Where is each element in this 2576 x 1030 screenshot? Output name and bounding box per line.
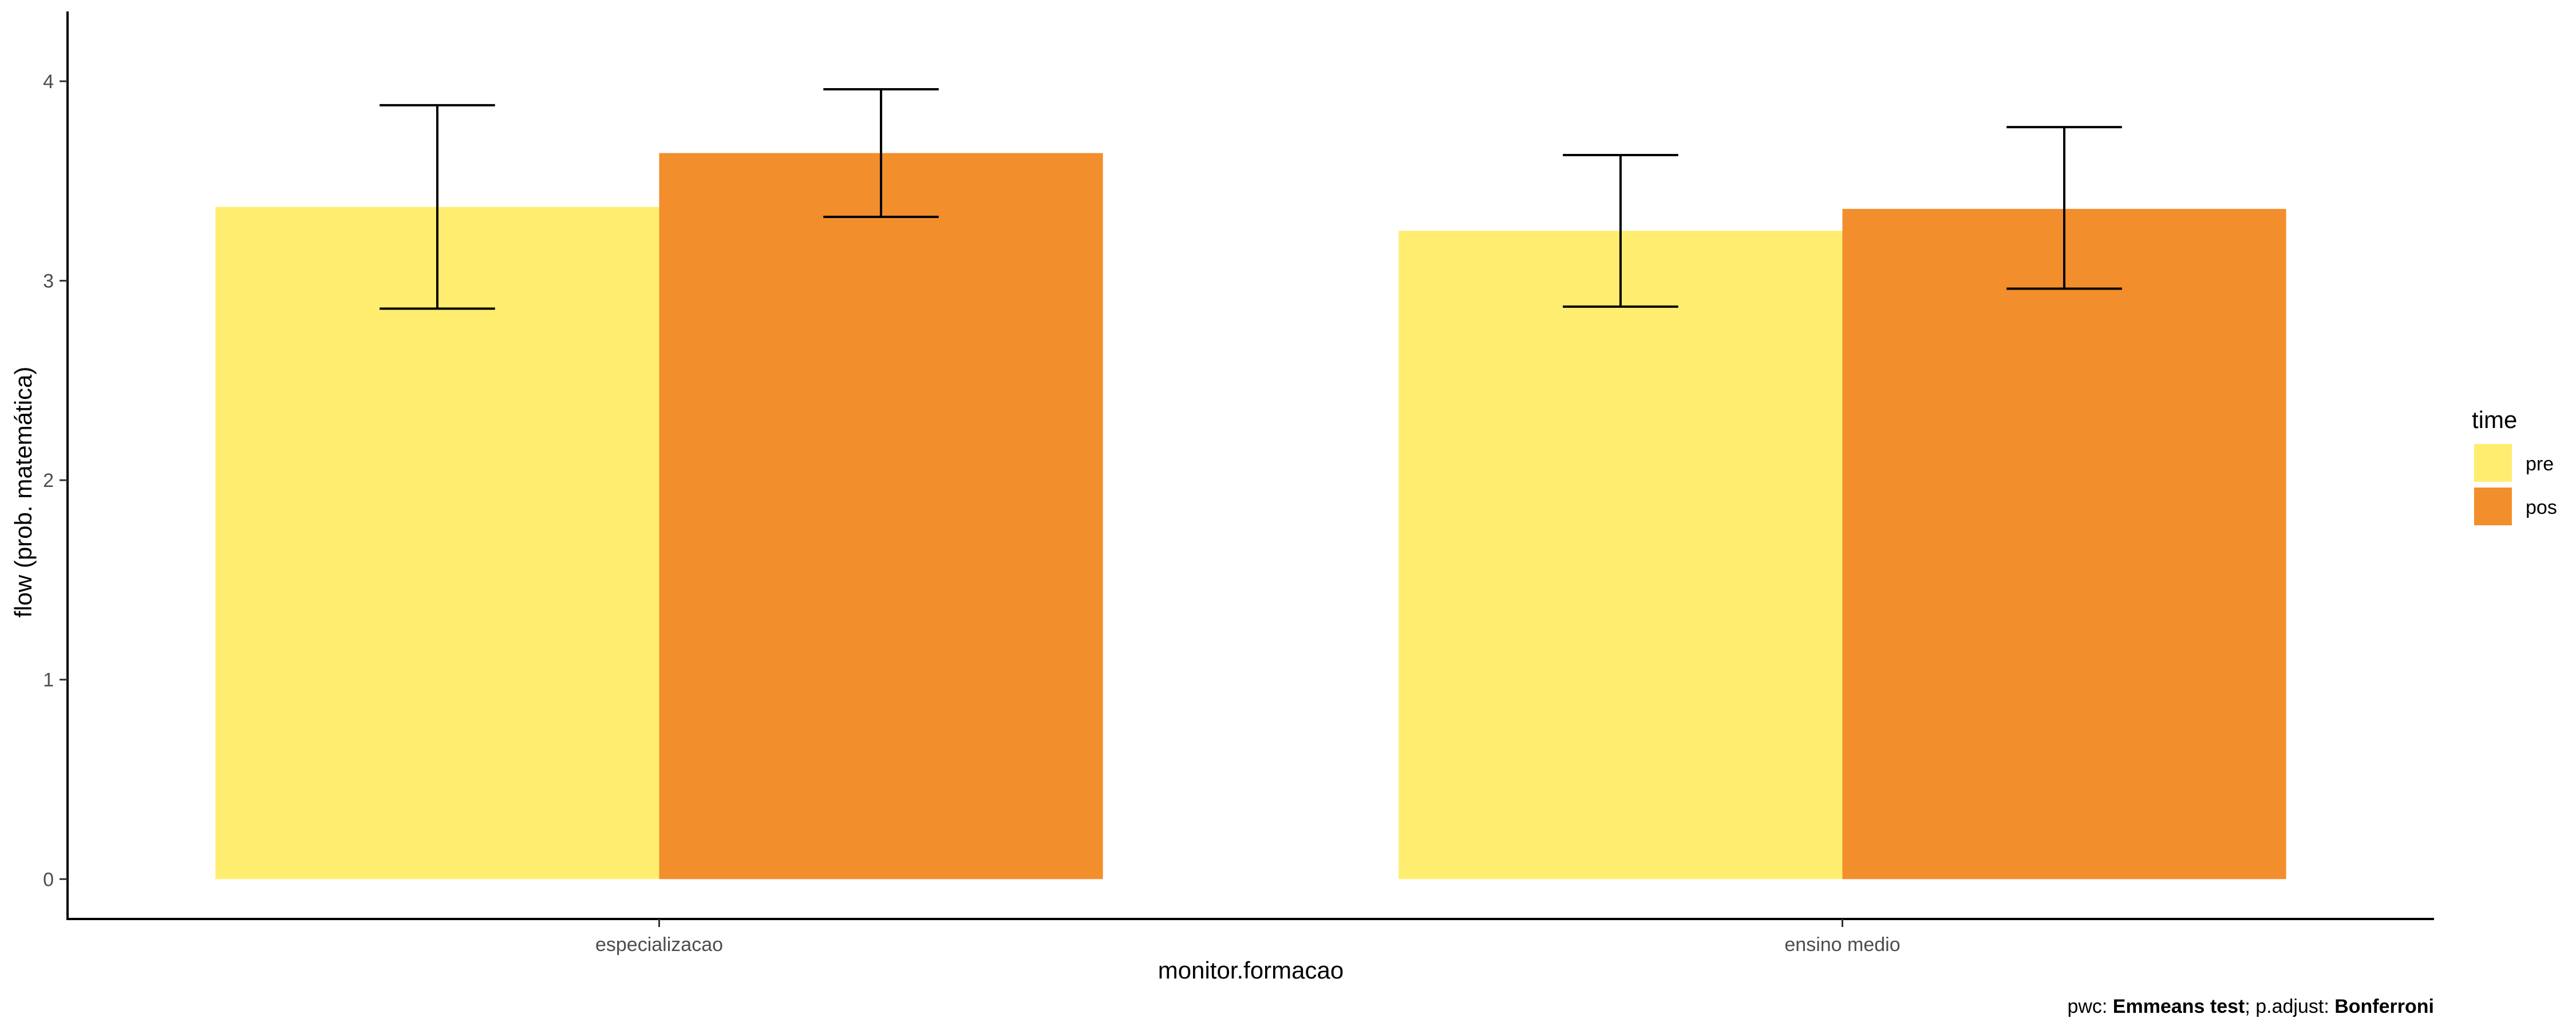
y-tick-label-2: 2 [43,470,54,492]
bar-pos-1 [1842,209,2286,880]
y-ticks: 0 1 2 3 4 [43,71,68,890]
y-axis-title: flow (prob. matemática) [10,367,37,618]
x-tick-label-0: especializacao [595,934,723,956]
legend: time pre pos [2472,406,2557,525]
caption-method: Emmeans test [2113,996,2245,1017]
caption-adjust: Bonferroni [2334,996,2434,1017]
y-tick-label-3: 3 [43,271,54,292]
bar-pre-1 [1398,231,1843,880]
x-axis-title: monitor.formacao [1158,957,1344,984]
bar-pre-0 [215,207,659,880]
bar-pos-0 [659,153,1103,880]
errorbars-layer [380,88,2122,310]
bars-layer [215,153,2286,880]
legend-key-pre [2474,444,2512,482]
x-tick-label-1: ensino medio [1784,934,1900,956]
x-ticks: especializacao ensino medio [595,919,1901,956]
y-tick-label-4: 4 [43,71,54,93]
y-tick-label-0: 0 [43,869,54,890]
legend-label-pre: pre [2526,453,2554,475]
caption: pwc: Emmeans test; p.adjust: Bonferroni [2067,996,2434,1017]
y-tick-label-1: 1 [43,670,54,691]
caption-middle: ; p.adjust: [2245,996,2334,1017]
caption-prefix: pwc: [2067,996,2112,1017]
legend-key-pos [2474,488,2512,525]
legend-title: time [2472,406,2517,433]
legend-label-pos: pos [2526,497,2557,518]
